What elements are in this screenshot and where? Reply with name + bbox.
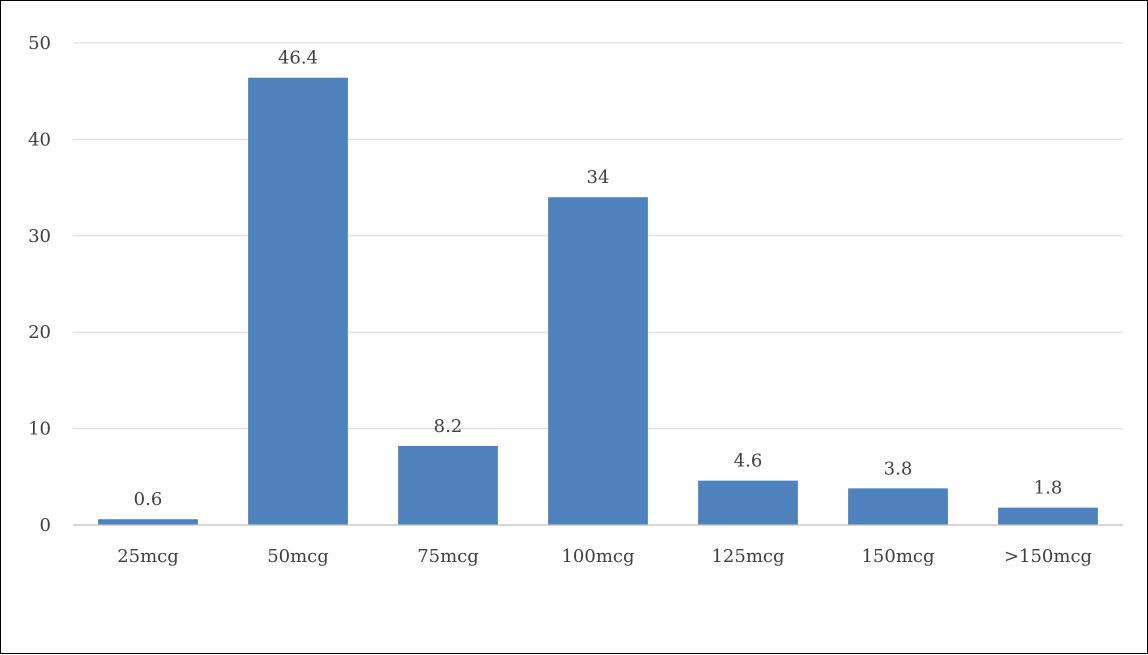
y-axis-tick-labels: 0 10 20 30 40 50 bbox=[28, 33, 51, 536]
x-category-label: 75mcg bbox=[417, 546, 479, 567]
data-label: 4.6 bbox=[734, 451, 763, 472]
bar-150mcg bbox=[848, 488, 948, 525]
y-tick-label: 20 bbox=[28, 322, 51, 343]
bar-125mcg bbox=[698, 480, 798, 525]
data-label: 46.4 bbox=[278, 48, 318, 69]
data-labels: 0.6 46.4 8.2 34 4.6 3.8 1.8 bbox=[134, 48, 1063, 511]
data-label: 0.6 bbox=[134, 489, 163, 510]
bar-75mcg bbox=[398, 445, 498, 525]
y-tick-label: 10 bbox=[28, 419, 51, 440]
y-tick-label: 0 bbox=[40, 515, 51, 536]
data-label: 1.8 bbox=[1034, 478, 1063, 499]
bars bbox=[98, 77, 1098, 526]
y-tick-label: 50 bbox=[28, 33, 51, 54]
bar-25mcg bbox=[98, 519, 198, 525]
y-tick-label: 30 bbox=[28, 226, 51, 247]
data-label: 34 bbox=[587, 167, 610, 188]
bar-100mcg bbox=[548, 197, 648, 526]
x-category-label: 25mcg bbox=[117, 546, 179, 567]
bar-50mcg bbox=[248, 77, 348, 525]
x-axis-category-labels: 25mcg 50mcg 75mcg 100mcg 125mcg 150mcg >150mcg bbox=[117, 546, 1092, 567]
bar-150mcg bbox=[998, 507, 1098, 525]
x-category-label: 50mcg bbox=[267, 546, 329, 567]
y-tick-label: 40 bbox=[28, 129, 51, 150]
x-category-label: 150mcg bbox=[861, 546, 934, 567]
data-label: 8.2 bbox=[434, 416, 463, 437]
x-category-label: >150mcg bbox=[1004, 546, 1092, 567]
x-category-label: 100mcg bbox=[561, 546, 634, 567]
x-category-label: 125mcg bbox=[711, 546, 784, 567]
data-label: 3.8 bbox=[884, 458, 913, 479]
